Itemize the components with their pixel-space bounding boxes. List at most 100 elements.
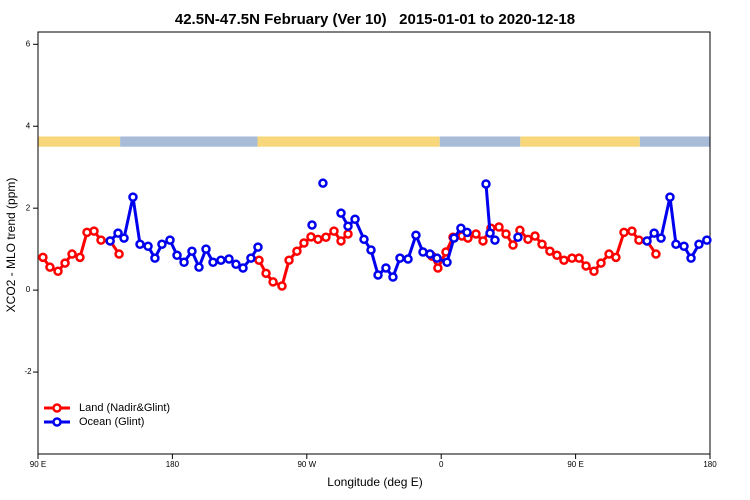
data-point (485, 228, 495, 238)
surface-strip-segment (257, 136, 440, 147)
data-point (530, 231, 540, 241)
data-point (105, 236, 115, 246)
data-point (114, 249, 124, 259)
data-point (501, 229, 511, 239)
data-point (523, 234, 533, 245)
data-point (574, 253, 584, 263)
data-point (254, 255, 264, 265)
data-point (119, 233, 129, 243)
data-point (559, 255, 569, 265)
data-point (157, 239, 167, 249)
data-point (318, 178, 328, 188)
x-tick-label: 90 W (297, 460, 316, 469)
data-point (284, 255, 294, 265)
data-point (649, 228, 659, 238)
data-point (366, 245, 376, 255)
data-point (359, 234, 369, 245)
data-point (388, 272, 398, 282)
data-point (432, 253, 442, 263)
data-point (596, 258, 606, 268)
x-tick-label: 90 E (567, 460, 583, 469)
data-point (433, 263, 443, 273)
data-point (343, 221, 353, 231)
data-point (581, 261, 591, 271)
surface-strip-segment (520, 136, 640, 147)
surface-strip-segment (38, 136, 121, 147)
data-point (292, 246, 302, 256)
data-point (321, 232, 331, 243)
data-point (686, 253, 696, 263)
data-point (471, 229, 481, 239)
data-point (665, 192, 675, 202)
data-point (96, 235, 106, 245)
data-point (456, 223, 466, 234)
data-point (208, 257, 218, 268)
data-point (490, 235, 500, 245)
surface-strip-segment (439, 136, 521, 147)
data-point (67, 249, 77, 259)
chart-title: 42.5N-47.5N February (Ver 10) 2015-01-01… (175, 11, 575, 28)
data-point (201, 244, 211, 254)
data-point (442, 257, 452, 268)
data-point (253, 242, 263, 252)
data-point (113, 228, 123, 238)
data-point (513, 232, 523, 243)
data-point (238, 263, 248, 273)
data-point (277, 281, 287, 291)
x-tick-label: 0 (439, 460, 444, 469)
data-point (53, 266, 63, 277)
data-point (336, 208, 346, 218)
y-tick-label: 6 (26, 39, 31, 48)
data-point (165, 235, 175, 245)
data-point (619, 227, 629, 238)
data-point (150, 253, 160, 263)
y-tick-label: 4 (26, 121, 31, 130)
data-point (545, 246, 555, 256)
data-point (343, 229, 353, 239)
data-point (336, 236, 346, 246)
data-point (45, 262, 55, 272)
series-line (109, 196, 260, 272)
data-point (694, 239, 704, 249)
data-point (261, 268, 271, 279)
data-point (89, 226, 99, 236)
data-point (128, 192, 138, 202)
legend-marker (52, 417, 62, 427)
data-point (143, 241, 153, 252)
legend-marker (52, 403, 62, 413)
data-point (60, 258, 70, 268)
data-point (231, 259, 241, 270)
data-point (187, 246, 197, 256)
data-point (627, 226, 637, 236)
data-point (172, 250, 182, 261)
data-point (642, 236, 652, 246)
data-point (224, 254, 234, 264)
data-point (329, 226, 339, 236)
data-point (307, 220, 317, 230)
legend-label: Ocean (Glint) (79, 416, 144, 428)
data-point (481, 179, 491, 189)
data-point (38, 252, 48, 263)
surface-strip-segment (639, 136, 710, 147)
data-point (656, 233, 666, 243)
x-tick-label: 180 (703, 460, 717, 469)
data-point (313, 234, 323, 245)
data-point (350, 214, 360, 224)
data-point (299, 238, 309, 248)
data-point (395, 253, 405, 263)
data-point (462, 227, 472, 238)
data-point (216, 255, 226, 265)
data-point (478, 236, 488, 246)
data-point (411, 230, 421, 240)
data-point (552, 250, 562, 261)
data-point (634, 235, 644, 245)
series-line (645, 196, 708, 262)
data-point (425, 249, 435, 259)
x-tick-label: 90 E (30, 460, 46, 469)
data-point (179, 257, 189, 268)
data-point (381, 263, 391, 273)
y-axis-label: XCO2 - MLO trend (ppm) (4, 178, 18, 313)
data-point (702, 235, 712, 245)
